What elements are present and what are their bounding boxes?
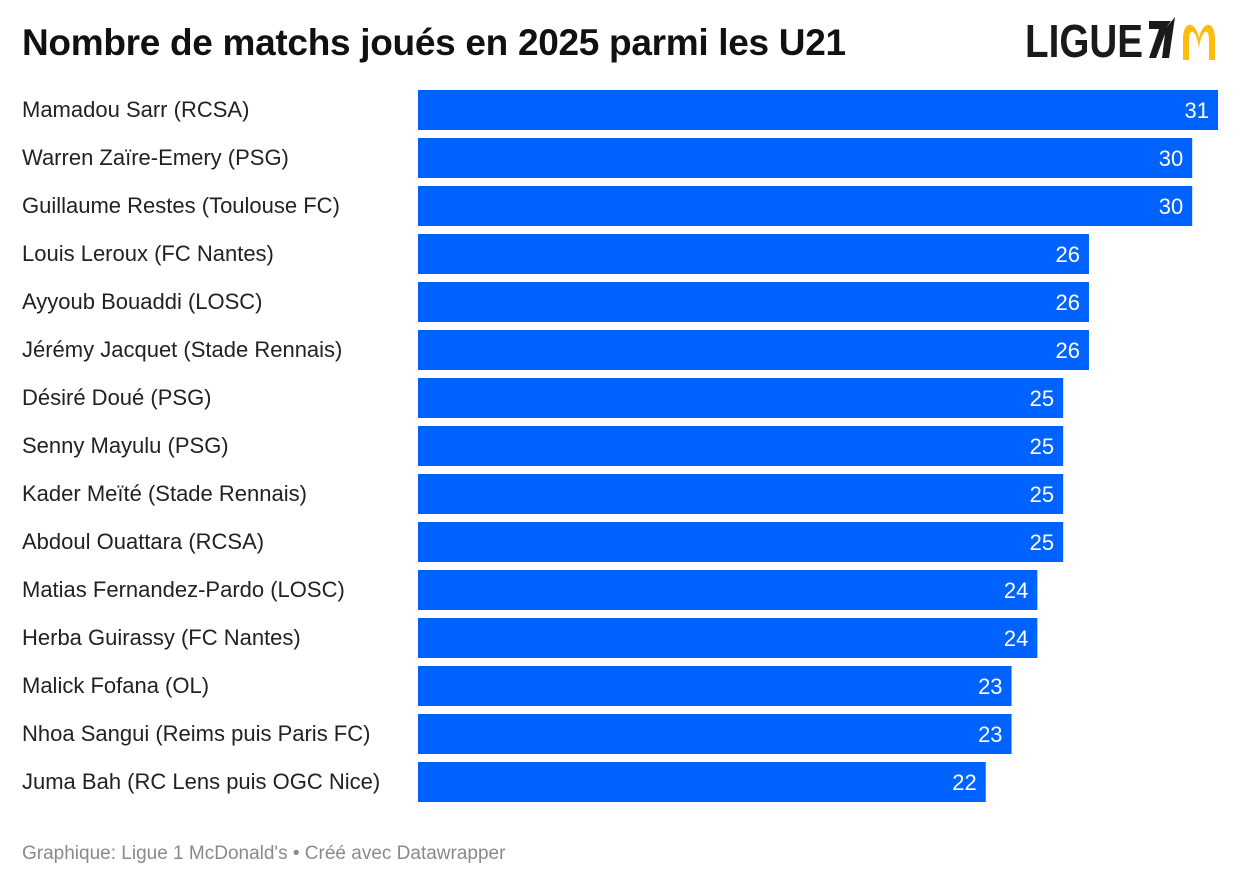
category-label: Louis Leroux (FC Nantes) xyxy=(22,241,274,266)
bar xyxy=(418,474,1064,514)
bar-row: Juma Bah (RC Lens puis OGC Nice) 22 xyxy=(22,762,986,802)
category-label: Désiré Doué (PSG) xyxy=(22,385,212,410)
credit-link[interactable]: Créé avec Datawrapper xyxy=(304,843,506,864)
value-label: 26 xyxy=(1055,338,1079,363)
bar xyxy=(418,522,1064,562)
value-label: 25 xyxy=(1030,386,1054,411)
value-label: 26 xyxy=(1055,242,1079,267)
value-label: 23 xyxy=(978,722,1002,747)
bar-row: Désiré Doué (PSG) 25 xyxy=(22,378,1064,418)
bar xyxy=(418,282,1089,322)
bar-row: Louis Leroux (FC Nantes) 26 xyxy=(22,234,1089,274)
bar xyxy=(418,714,1012,754)
bar xyxy=(418,234,1089,274)
value-label: 30 xyxy=(1159,194,1183,219)
chart-footer: Graphique: Ligue 1 McDonald's • Créé ave… xyxy=(22,843,505,865)
ligue1-mcdonalds-logo: LIGUE xyxy=(1025,15,1215,64)
category-label: Herba Guirassy (FC Nantes) xyxy=(22,625,301,650)
bar-row: Jérémy Jacquet (Stade Rennais) 26 xyxy=(22,330,1089,370)
bar-row: Senny Mayulu (PSG) 25 xyxy=(22,426,1064,466)
source-note: Graphique: Ligue 1 McDonald's xyxy=(22,843,288,864)
value-label: 26 xyxy=(1055,290,1079,315)
category-label: Ayyoub Bouaddi (LOSC) xyxy=(22,289,263,314)
category-label: Malick Fofana (OL) xyxy=(22,673,209,698)
category-label: Jérémy Jacquet (Stade Rennais) xyxy=(22,337,342,362)
bar-row: Kader Meïté (Stade Rennais) 25 xyxy=(22,474,1064,514)
value-label: 25 xyxy=(1030,530,1054,555)
value-label: 25 xyxy=(1030,434,1054,459)
bar xyxy=(418,570,1038,610)
bar xyxy=(418,378,1064,418)
value-label: 25 xyxy=(1030,482,1054,507)
bar xyxy=(418,90,1218,130)
value-label: 23 xyxy=(978,674,1002,699)
category-label: Nhoa Sangui (Reims puis Paris FC) xyxy=(22,721,370,746)
bar xyxy=(418,666,1012,706)
bar-row: Ayyoub Bouaddi (LOSC) 26 xyxy=(22,282,1089,322)
category-label: Kader Meïté (Stade Rennais) xyxy=(22,481,307,506)
value-label: 30 xyxy=(1159,146,1183,171)
bar-row: Abdoul Ouattara (RCSA) 25 xyxy=(22,522,1064,562)
bar xyxy=(418,330,1089,370)
bar xyxy=(418,186,1193,226)
bar-row: Warren Zaïre-Emery (PSG) 30 xyxy=(22,138,1193,178)
bar-row: Matias Fernandez-Pardo (LOSC) 24 xyxy=(22,570,1038,610)
bar-row: Guillaume Restes (Toulouse FC) 30 xyxy=(22,186,1193,226)
category-label: Senny Mayulu (PSG) xyxy=(22,433,229,458)
bar xyxy=(418,426,1064,466)
category-label: Guillaume Restes (Toulouse FC) xyxy=(22,193,340,218)
svg-text:LIGUE: LIGUE xyxy=(1025,15,1143,64)
value-label: 31 xyxy=(1185,98,1209,123)
bar xyxy=(418,618,1038,658)
category-label: Mamadou Sarr (RCSA) xyxy=(22,97,249,122)
category-label: Juma Bah (RC Lens puis OGC Nice) xyxy=(22,769,380,794)
value-label: 24 xyxy=(1004,626,1028,651)
bar xyxy=(418,138,1193,178)
value-label: 22 xyxy=(952,770,976,795)
category-label: Matias Fernandez-Pardo (LOSC) xyxy=(22,577,345,602)
bar-row: Malick Fofana (OL) 23 xyxy=(22,666,1012,706)
separator: • xyxy=(292,843,300,864)
category-label: Warren Zaïre-Emery (PSG) xyxy=(22,145,289,170)
bar-row: Mamadou Sarr (RCSA) 31 xyxy=(22,90,1218,130)
bar-row: Nhoa Sangui (Reims puis Paris FC) 23 xyxy=(22,714,1012,754)
value-label: 24 xyxy=(1004,578,1028,603)
bar xyxy=(418,762,986,802)
bar-row: Herba Guirassy (FC Nantes) 24 xyxy=(22,618,1038,658)
chart-title: Nombre de matchs joués en 2025 parmi les… xyxy=(22,22,846,63)
category-label: Abdoul Ouattara (RCSA) xyxy=(22,529,264,554)
